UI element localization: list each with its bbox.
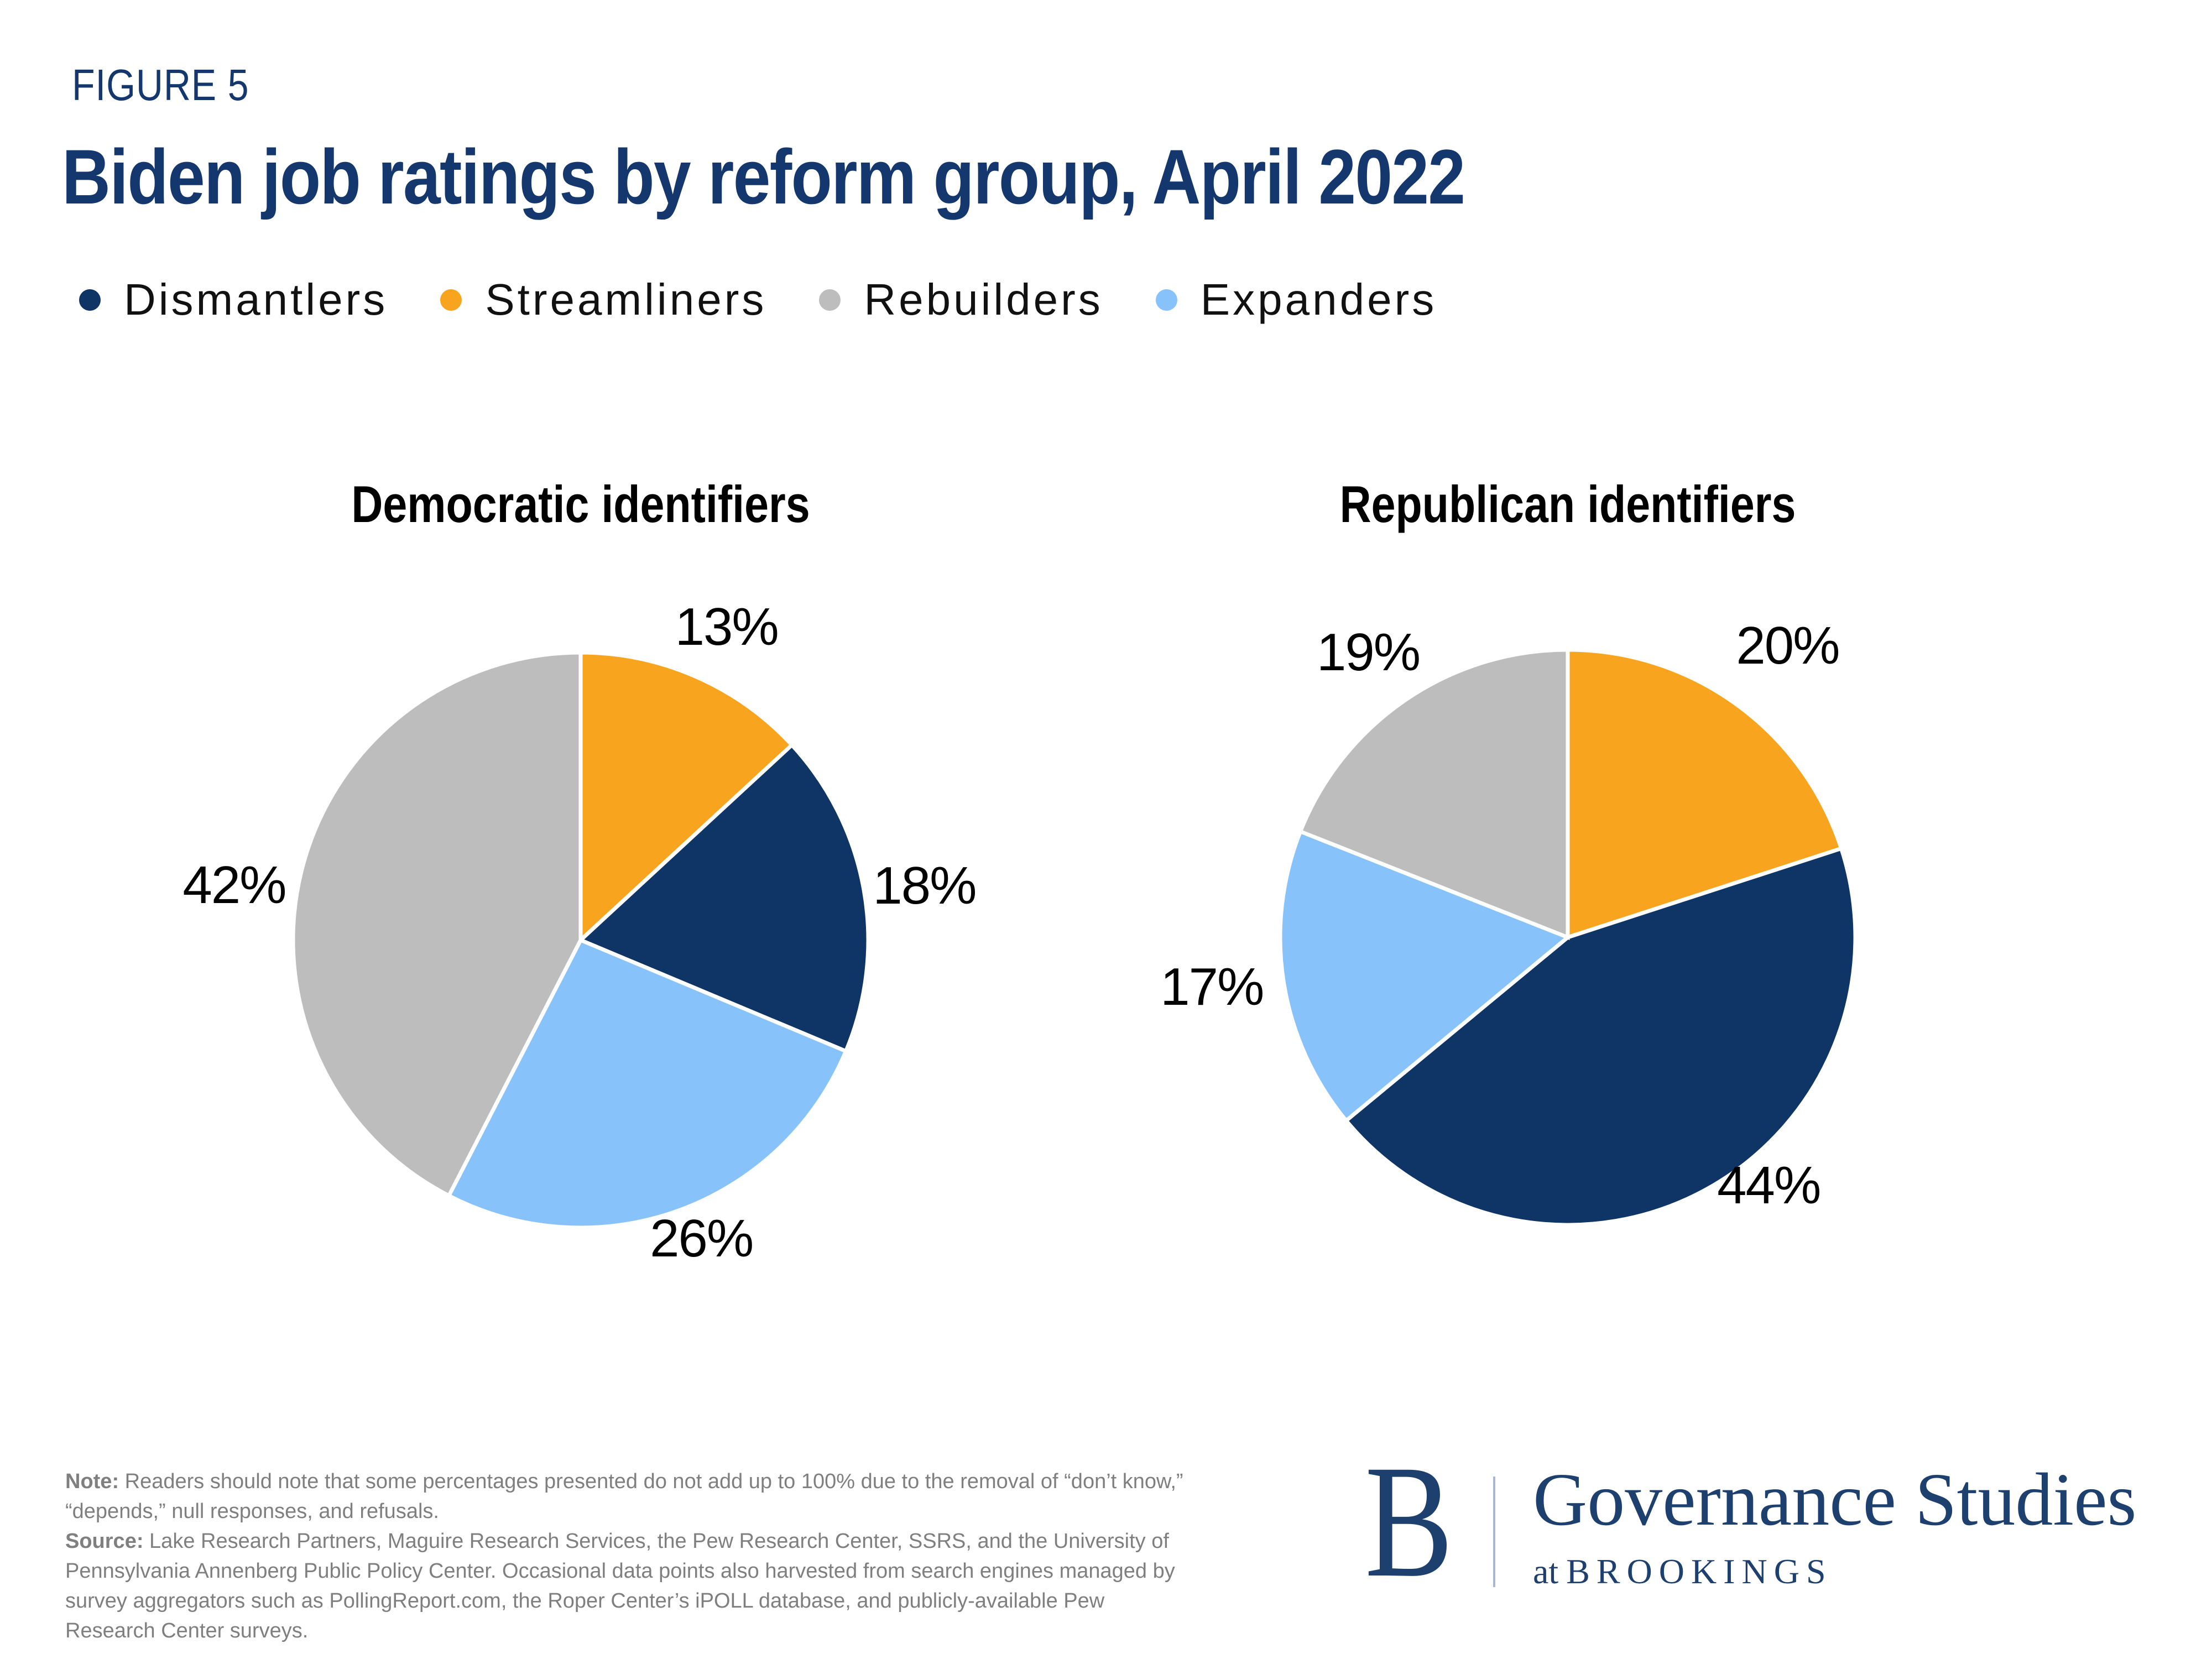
legend-label: Expanders [1200, 275, 1437, 324]
slice-value-label: 19% [1317, 622, 1421, 682]
pie-slice-dismantlers [577, 742, 870, 1054]
legend-label: Rebuilders [864, 275, 1103, 324]
pie-slice-streamliners [578, 650, 795, 945]
source-text: Source: Lake Research Partners, Maguire … [65, 1530, 1175, 1642]
streamliners-dot-icon [440, 289, 462, 311]
legend-item-expanders: Expanders [1155, 274, 1437, 325]
legend-item-rebuilders: Rebuilders [819, 274, 1103, 325]
slice-value-label: 13% [675, 597, 779, 657]
pie-slice-expanders [1278, 829, 1572, 1124]
slice-value-label: 17% [1160, 957, 1264, 1017]
rebuilders-dot-icon [819, 289, 841, 311]
logo-at-prefix: at [1533, 1552, 1559, 1591]
slice-value-label: 42% [182, 855, 286, 915]
pie-slice-rebuilders [1297, 648, 1570, 941]
note-text: Note: Readers should note that some perc… [65, 1470, 1183, 1523]
logo-brookings-word: BROOKINGS [1566, 1552, 1833, 1591]
slice-value-label: 44% [1717, 1155, 1821, 1215]
logo-at-brookings: at BROOKINGS [1533, 1554, 1833, 1589]
legend-item-streamliners: Streamliners [440, 274, 766, 325]
dismantlers-dot-icon [79, 289, 101, 311]
legend-label: Streamliners [485, 275, 767, 324]
legend-item-dismantlers: Dismantlers [79, 274, 388, 325]
note-block: Note: Readers should note that some perc… [65, 1467, 1193, 1646]
slice-value-label: 26% [650, 1208, 754, 1268]
pie-slice-streamliners [1566, 648, 1844, 940]
pie-slice-expanders [446, 937, 849, 1230]
page-title: Biden job ratings by reform group, April… [62, 133, 1465, 220]
pie-svg [1278, 648, 1858, 1227]
pie-svg [291, 650, 870, 1230]
chart-title-republican: Republican identifiers [1339, 475, 1796, 533]
legend-label: Dismantlers [124, 275, 388, 324]
expanders-dot-icon [1155, 289, 1177, 311]
logo-governance-studies: Governance Studies [1533, 1458, 2137, 1541]
source-label: Source: [65, 1530, 144, 1553]
note-label: Note: [65, 1470, 119, 1493]
legend: Dismantlers Streamliners Rebuilders Expa… [79, 274, 1437, 325]
pie-slice-rebuilders [291, 650, 583, 1198]
brookings-logo-b: B [1365, 1432, 1453, 1611]
pie-chart-democratic: Democratic identifiers 13% 18% 26% 42% [83, 465, 1078, 1327]
pie-chart-republican: Republican identifiers 20% 44% 17% 19% [1070, 465, 2065, 1327]
logo-divider [1493, 1477, 1495, 1587]
slice-value-label: 18% [873, 855, 977, 915]
pie-slice-dismantlers [1343, 846, 1858, 1227]
figure-label: FIGURE 5 [72, 60, 249, 109]
slice-value-label: 20% [1736, 615, 1840, 675]
chart-title-democratic: Democratic identifiers [351, 475, 810, 533]
